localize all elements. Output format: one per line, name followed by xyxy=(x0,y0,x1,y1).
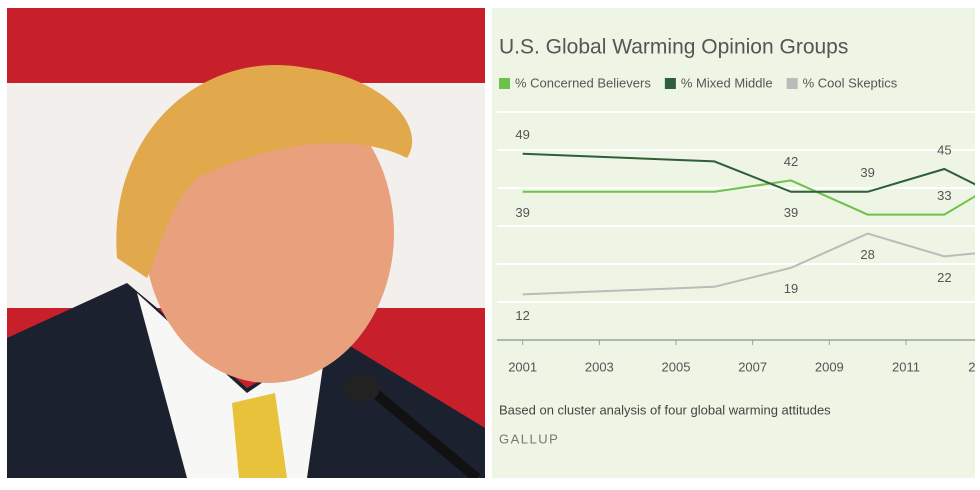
data-label: 39 xyxy=(784,205,798,220)
series-line xyxy=(522,179,975,216)
data-label: 33 xyxy=(937,188,951,203)
data-label: 39 xyxy=(515,205,529,220)
note: Based on cluster analysis of four global… xyxy=(499,402,831,417)
chart-panel: U.S. Global Warming Opinion Groups Based… xyxy=(492,8,975,478)
x-tick-label: 2001 xyxy=(508,359,537,374)
chart-title: U.S. Global Warming Opinion Groups xyxy=(499,36,848,59)
series-line xyxy=(522,232,975,296)
x-tick-label: 2009 xyxy=(815,359,844,374)
data-label: 12 xyxy=(515,308,529,323)
microphone-head xyxy=(344,374,380,402)
legend-label: % Cool Skeptics xyxy=(803,75,898,90)
legend-label: % Mixed Middle xyxy=(681,75,773,90)
legend-swatch xyxy=(664,78,676,89)
tie xyxy=(232,393,287,478)
suit xyxy=(7,283,485,478)
legend-swatch xyxy=(499,78,510,89)
hair xyxy=(116,64,413,278)
legend-swatch xyxy=(786,78,798,89)
photo xyxy=(7,8,485,478)
legend-label: % Concerned Believers xyxy=(515,75,651,90)
data-label: 45 xyxy=(937,142,951,157)
source: GALLUP xyxy=(499,431,559,446)
series-line xyxy=(522,152,975,193)
x-tick-label: 2007 xyxy=(738,359,767,374)
data-label: 28 xyxy=(860,247,874,262)
x-tick-label: 2011 xyxy=(892,359,920,374)
x-tick-label: 2005 xyxy=(662,359,691,374)
x-tick-label: 2003 xyxy=(585,359,614,374)
x-tick-label: 2013 xyxy=(968,359,975,374)
data-label: 49 xyxy=(515,127,529,142)
data-label: 39 xyxy=(860,165,874,180)
data-label: 42 xyxy=(784,154,798,169)
data-label: 19 xyxy=(784,281,798,296)
data-label: 22 xyxy=(937,270,951,285)
chart: U.S. Global Warming Opinion Groups Based… xyxy=(497,36,975,446)
